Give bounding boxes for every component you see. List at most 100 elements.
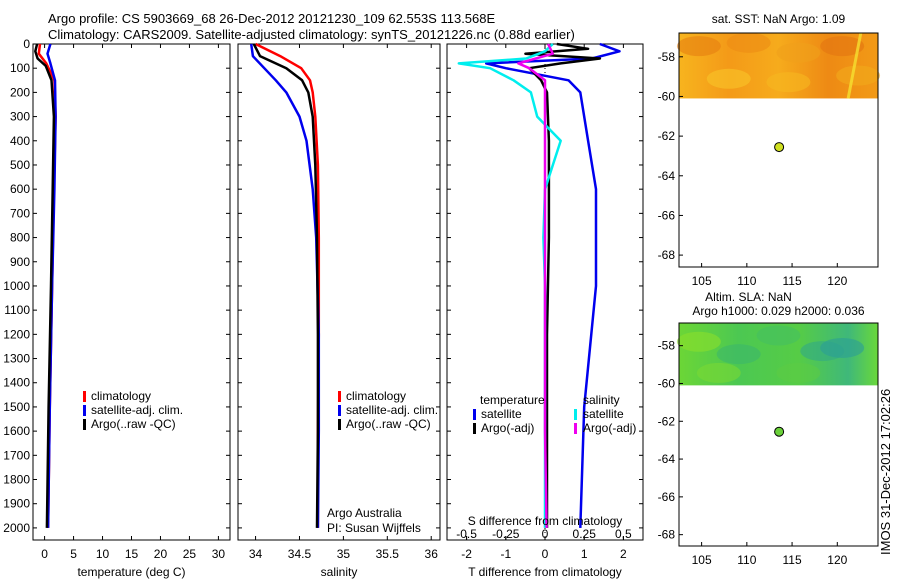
map-texture xyxy=(726,32,771,53)
map-texture xyxy=(776,362,821,383)
map-x-tick-label: 110 xyxy=(737,553,756,567)
legend-title: salinity xyxy=(583,393,620,407)
map-y-tick-label: -66 xyxy=(658,208,676,222)
s-tick-label: -0.25 xyxy=(492,527,520,541)
y-tick-label: 1400 xyxy=(3,376,30,390)
x-tick-label: 34 xyxy=(249,547,263,561)
series-line xyxy=(34,43,56,528)
map-y-tick-label: -58 xyxy=(658,339,676,353)
legend-label: satellite xyxy=(481,407,522,421)
map-texture xyxy=(820,337,865,358)
legend-label: Argo(..raw -QC) xyxy=(91,417,176,431)
x-tick-label: -2 xyxy=(461,547,472,561)
y-tick-label: 1300 xyxy=(3,352,30,366)
legend-swatch xyxy=(473,409,476,420)
map-y-tick-label: -66 xyxy=(658,490,676,504)
map-subtitle: Argo h1000: 0.029 h2000: 0.036 xyxy=(692,304,864,318)
plot-frame xyxy=(32,43,231,541)
map-x-tick-label: 105 xyxy=(692,553,712,567)
legend-label: Argo(..raw -QC) xyxy=(346,417,431,431)
credit-pi: PI: Susan Wijffels xyxy=(327,521,421,535)
legend-swatch xyxy=(83,405,86,416)
x-tick-label: 30 xyxy=(212,547,226,561)
s-tick-label: 0.25 xyxy=(573,527,597,541)
x-tick-label: 15 xyxy=(125,547,139,561)
legend-swatch xyxy=(83,391,86,402)
x-tick-label: 1 xyxy=(581,547,588,561)
s-tick-label: -0.5 xyxy=(456,527,477,541)
s-tick-label: 0 xyxy=(542,527,549,541)
map-title: sat. SST: NaN Argo: 1.09 xyxy=(712,12,846,26)
y-tick-label: 0 xyxy=(23,37,30,51)
y-tick-label: 400 xyxy=(10,134,30,148)
map-x-tick-label: 120 xyxy=(827,553,847,567)
map-title: Altim. SLA: NaN xyxy=(705,290,792,304)
map-x-tick-label: 120 xyxy=(827,274,847,288)
map-y-tick-label: -68 xyxy=(658,248,676,262)
legend-swatch xyxy=(338,419,341,430)
y-tick-label: 1700 xyxy=(3,448,30,462)
x-tick-label: 2 xyxy=(620,547,627,561)
argo-position-marker xyxy=(774,142,785,153)
map-texture xyxy=(716,344,761,365)
legend-label: satellite-adj. clim. xyxy=(91,403,183,417)
y-tick-label: 1800 xyxy=(3,473,30,487)
map-y-tick-label: -62 xyxy=(658,414,676,428)
plot-frame xyxy=(237,43,441,541)
x-tick-label: 5 xyxy=(70,547,77,561)
x-tick-label: 25 xyxy=(183,547,197,561)
map-texture xyxy=(696,362,741,383)
series-line xyxy=(252,43,320,528)
y-tick-label: 1000 xyxy=(3,279,30,293)
y-tick-label: 900 xyxy=(10,255,30,269)
map-x-tick-label: 115 xyxy=(782,553,801,567)
series-line xyxy=(524,42,602,528)
map-x-tick-label: 105 xyxy=(692,274,712,288)
temperature-profile-panel: 0 5 10 15 20 25 300100200300400500600700800900… xyxy=(3,37,231,579)
legend-swatch xyxy=(338,405,341,416)
argo-position-marker xyxy=(774,426,785,437)
map-texture xyxy=(820,36,865,57)
x-axis-label: temperature (deg C) xyxy=(77,565,185,579)
x-tick-label: 35.5 xyxy=(376,547,400,561)
x-tick-label: 20 xyxy=(154,547,168,561)
legend-swatch xyxy=(574,423,577,434)
legend-swatch xyxy=(473,423,476,434)
map-y-tick-label: -62 xyxy=(658,129,676,143)
legend-label: Argo(-adj) xyxy=(583,421,636,435)
credit-org: Argo Australia xyxy=(327,506,402,520)
y-tick-label: 1100 xyxy=(4,303,30,317)
x-tick-label: 0 xyxy=(542,547,549,561)
y-tick-label: 200 xyxy=(10,85,30,99)
map-texture xyxy=(836,65,881,86)
x-tick-label: 0 xyxy=(41,547,48,561)
map-texture xyxy=(776,42,821,63)
timestamp-watermark: IMOS 31-Dec-2012 17:02:26 xyxy=(878,389,893,555)
legend-swatch xyxy=(338,391,341,402)
legend-label: climatology xyxy=(346,389,406,403)
y-tick-label: 1200 xyxy=(3,327,30,341)
x-tick-label: 10 xyxy=(96,547,110,561)
x-axis-label: T difference from climatology xyxy=(468,565,622,579)
y-tick-label: 100 xyxy=(10,61,30,75)
y-tick-label: 1600 xyxy=(3,424,30,438)
legend-swatch xyxy=(83,419,86,430)
legend-swatch xyxy=(574,409,577,420)
difference-profile-panel: -2 -1 0 1 2 T difference from climatology temp… xyxy=(446,42,644,579)
map-y-tick-label: -58 xyxy=(658,50,676,64)
map-texture xyxy=(706,68,751,89)
map-texture xyxy=(846,32,863,99)
x-tick-label: 35 xyxy=(337,547,351,561)
map-y-tick-label: -60 xyxy=(658,89,676,103)
map-texture xyxy=(676,36,721,57)
s-tick-label: 0.5 xyxy=(615,527,632,541)
y-tick-label: 800 xyxy=(10,231,30,245)
x-tick-label: -1 xyxy=(500,547,511,561)
x-tick-label: 36 xyxy=(425,547,439,561)
legend-label: satellite-adj. clim. xyxy=(346,403,438,417)
salinity-profile-panel: 34 34.5 35 35.5 36 salinity climatologysatelli… xyxy=(237,42,441,579)
map-texture xyxy=(676,331,721,352)
y-tick-label: 300 xyxy=(10,110,30,124)
legend-label: satellite xyxy=(583,407,624,421)
